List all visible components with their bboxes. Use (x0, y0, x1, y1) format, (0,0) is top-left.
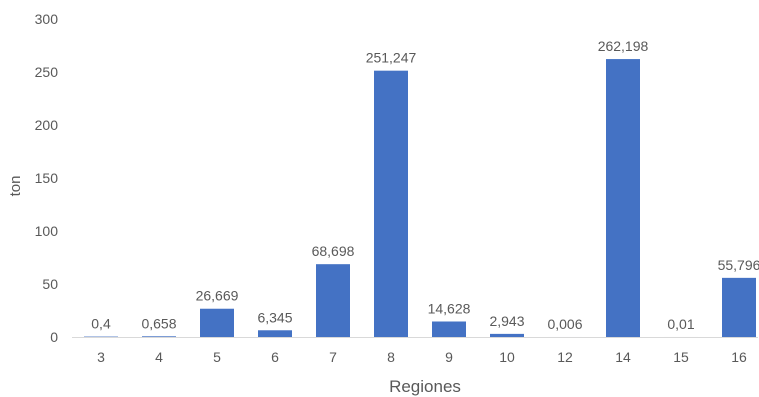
x-tick-label: 8 (387, 349, 395, 365)
y-axis-label: ton (7, 176, 24, 197)
y-tick-label: 300 (35, 11, 59, 27)
y-tick-label: 50 (42, 276, 58, 292)
bar-value-label: 2,943 (489, 313, 524, 329)
x-tick-label: 6 (271, 349, 279, 365)
bar (490, 333, 524, 337)
bar-value-label: 0,01 (667, 316, 694, 332)
bar (316, 264, 350, 337)
x-tick-label: 9 (445, 349, 453, 365)
y-tick-label: 0 (50, 329, 58, 345)
x-tick-label: 12 (557, 349, 573, 365)
bar (432, 321, 466, 337)
bar (606, 59, 640, 337)
bar-value-label: 0,4 (91, 316, 111, 332)
bar (722, 277, 756, 337)
bar-value-label: 14,628 (428, 300, 471, 316)
bar-value-label: 251,247 (366, 50, 417, 66)
bar (142, 336, 176, 337)
bar-value-label: 0,006 (547, 316, 582, 332)
bar-value-label: 0,658 (141, 315, 176, 331)
bar (258, 330, 292, 337)
bar-value-label: 68,698 (312, 243, 355, 259)
x-tick-label: 4 (155, 349, 163, 365)
bars (84, 59, 756, 338)
x-tick-label: 7 (329, 349, 337, 365)
x-axis-label: Regiones (389, 377, 461, 396)
x-tick-label: 5 (213, 349, 221, 365)
x-axis-ticks: 3 4 5 6 7 8 9 10 12 14 15 16 (97, 349, 747, 365)
bar-value-label: 26,669 (196, 288, 239, 304)
y-axis-ticks: 0 50 100 150 200 250 300 (35, 11, 59, 345)
bar (374, 70, 408, 338)
bar-value-label: 55,796 (718, 257, 759, 273)
data-labels: 0,4 0,658 26,669 6,345 68,698 251,247 14,628 2,… (91, 38, 759, 332)
x-tick-label: 14 (615, 349, 631, 365)
y-tick-label: 100 (35, 223, 59, 239)
bar-value-label: 262,198 (598, 38, 649, 54)
x-tick-label: 3 (97, 349, 105, 365)
x-tick-label: 15 (673, 349, 689, 365)
x-tick-label: 10 (499, 349, 515, 365)
bar-value-label: 6,345 (257, 309, 292, 325)
y-tick-label: 250 (35, 64, 59, 80)
bar (200, 308, 234, 337)
y-tick-label: 150 (35, 170, 59, 186)
x-tick-label: 16 (731, 349, 747, 365)
y-tick-label: 200 (35, 117, 59, 133)
